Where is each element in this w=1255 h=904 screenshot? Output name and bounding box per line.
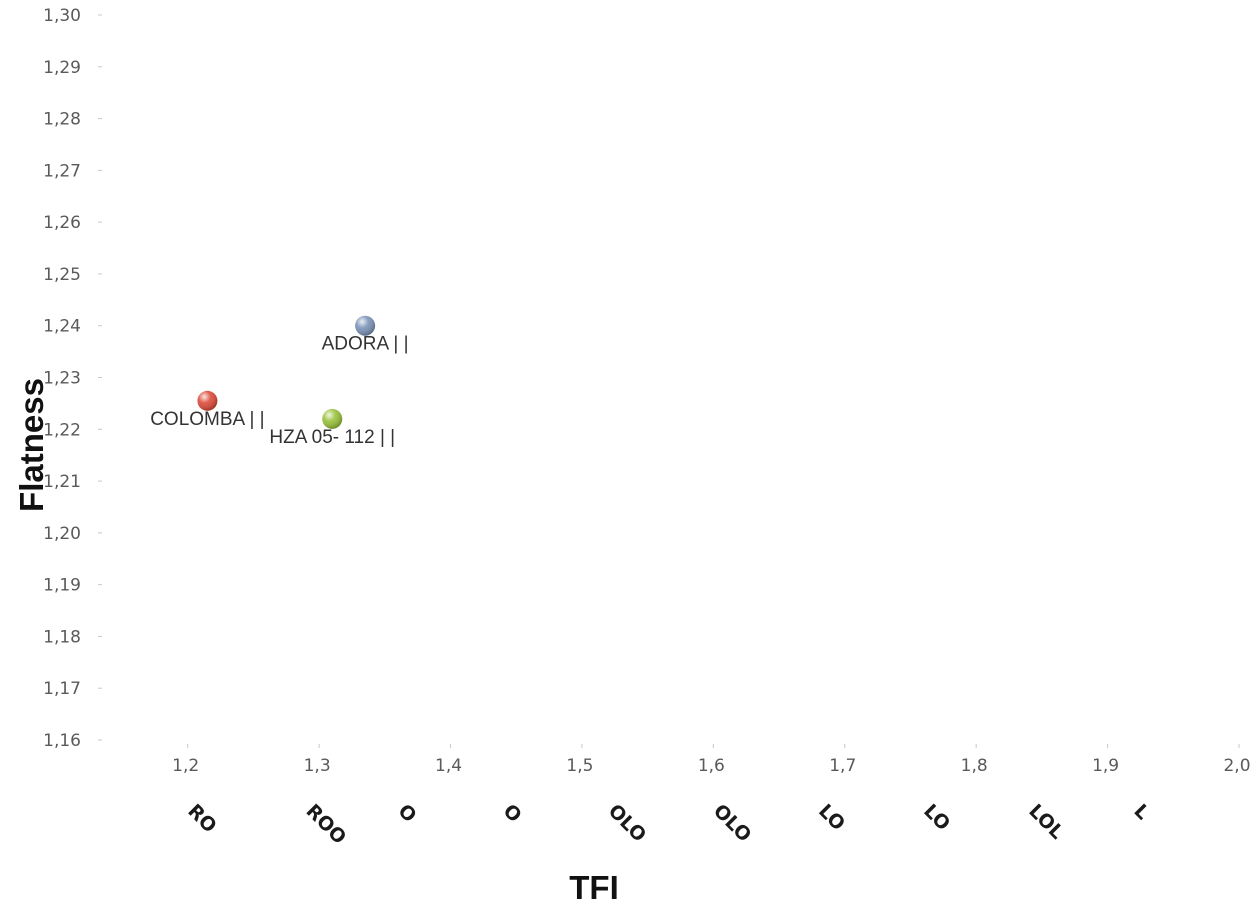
x-axis-title: TFI bbox=[569, 869, 618, 904]
y-tick-label: 1,29 bbox=[43, 58, 81, 78]
x-category-label: OLO bbox=[709, 800, 755, 846]
y-tick-label: 1,23 bbox=[43, 369, 81, 389]
x-tick-label: 1,6 bbox=[698, 756, 725, 776]
data-point-labels: ADORA | | COLOMBA | |HZA 05- 112 | | bbox=[150, 334, 408, 448]
x-category-label: LO bbox=[814, 800, 849, 835]
y-tick-label: 1,30 bbox=[43, 6, 81, 26]
point-label: COLOMBA | | bbox=[150, 409, 264, 430]
scatter-point-shine bbox=[322, 408, 343, 429]
scatter-point-shine bbox=[355, 315, 376, 336]
y-tick-label: 1,16 bbox=[43, 731, 81, 751]
x-tick-label: 1,9 bbox=[1092, 756, 1119, 776]
y-tick-label: 1,19 bbox=[43, 576, 81, 596]
y-tick-label: 1,18 bbox=[43, 627, 81, 647]
x-category-label: RO bbox=[183, 800, 220, 837]
y-tick-label: 1,28 bbox=[43, 110, 81, 130]
x-tick-label: 1,7 bbox=[829, 756, 856, 776]
x-category-label: LO bbox=[919, 800, 954, 835]
y-axis-title: Flatness bbox=[13, 378, 50, 512]
x-category-labels: RO ROO O O OLO OLO LO LO LOL L bbox=[183, 800, 1153, 849]
point-label: ADORA | | bbox=[322, 334, 409, 355]
y-tick-label: 1,26 bbox=[43, 213, 81, 233]
y-tick-label: 1,22 bbox=[43, 420, 81, 440]
x-tick-label: 1,8 bbox=[961, 756, 988, 776]
scatter-point-shine bbox=[197, 390, 218, 411]
x-category-label: OLO bbox=[604, 800, 650, 846]
x-category-label: O bbox=[499, 800, 526, 827]
y-tick-label: 1,25 bbox=[43, 265, 81, 285]
x-tick-label: 1,3 bbox=[304, 756, 331, 776]
y-axis: 1,16 1,17 1,18 1,19 1,20 1,21 1,22 1,23 1,24 1,25… bbox=[43, 6, 102, 751]
x-tick-label: 1,5 bbox=[566, 756, 593, 776]
y-tick-label: 1,20 bbox=[43, 524, 81, 544]
x-category-label: L bbox=[1129, 800, 1153, 824]
y-tick-label: 1,21 bbox=[43, 472, 81, 492]
y-tick-label: 1,27 bbox=[43, 161, 81, 181]
x-tick-label: 1,4 bbox=[435, 756, 462, 776]
x-axis: 1,2 1,3 1,4 1,5 1,6 1,7 1,8 1,9 2,0 bbox=[172, 744, 1251, 776]
x-category-label: ROO bbox=[302, 800, 351, 849]
x-tick-label: 2,0 bbox=[1223, 756, 1250, 776]
x-category-label: LOL bbox=[1024, 800, 1068, 844]
x-tick-label: 1,2 bbox=[172, 756, 199, 776]
point-label: HZA 05- 112 | | bbox=[269, 427, 395, 448]
x-category-label: O bbox=[394, 800, 421, 827]
data-points bbox=[197, 315, 376, 429]
y-tick-label: 1,17 bbox=[43, 679, 81, 699]
y-tick-label: 1,24 bbox=[43, 317, 81, 337]
